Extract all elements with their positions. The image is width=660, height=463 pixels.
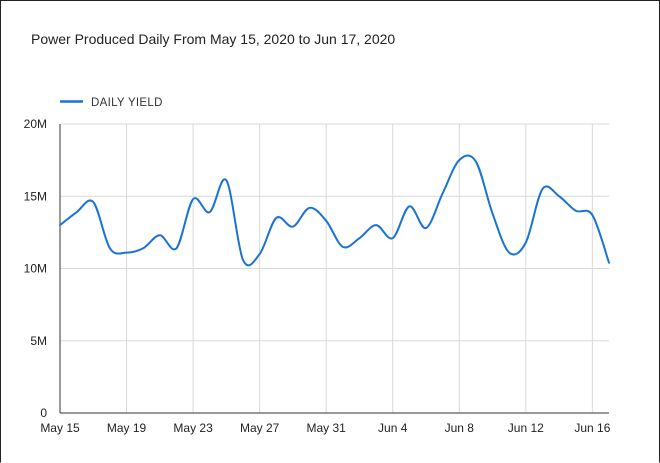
x-tick-labels: May 15 May 19 May 23 May 27 May 31 Jun 4 Jun 8… (40, 421, 610, 435)
x-tick-label: Jun 12 (508, 421, 544, 435)
series-line-daily-yield[interactable] (59, 154, 610, 267)
legend[interactable]: DAILY YIELD (60, 97, 163, 109)
x-tick-label: May 15 (40, 421, 80, 435)
y-tick-label: 10M (24, 262, 47, 276)
chart-title: Power Produced Daily From May 15, 2020 t… (31, 31, 396, 47)
legend-label-daily-yield: DAILY YIELD (91, 97, 163, 109)
x-tick-label: Jun 8 (445, 421, 475, 435)
x-tick-label: May 27 (240, 421, 280, 435)
y-tick-label: 15M (24, 189, 47, 203)
x-tick-label: May 31 (307, 421, 347, 435)
y-tick-label: 5M (30, 334, 47, 348)
y-tick-labels: 0 5M 10M 15M 20M (24, 117, 48, 420)
series-lines (59, 154, 610, 267)
axes (59, 124, 609, 414)
y-tick-label: 20M (24, 117, 47, 131)
x-tick-label: May 19 (107, 421, 147, 435)
grid-lines (60, 123, 609, 413)
x-tick-label: May 23 (173, 421, 213, 435)
x-tick-label: Jun 4 (378, 421, 408, 435)
x-tick-label: Jun 16 (574, 421, 610, 435)
y-tick-label: 0 (40, 406, 47, 420)
